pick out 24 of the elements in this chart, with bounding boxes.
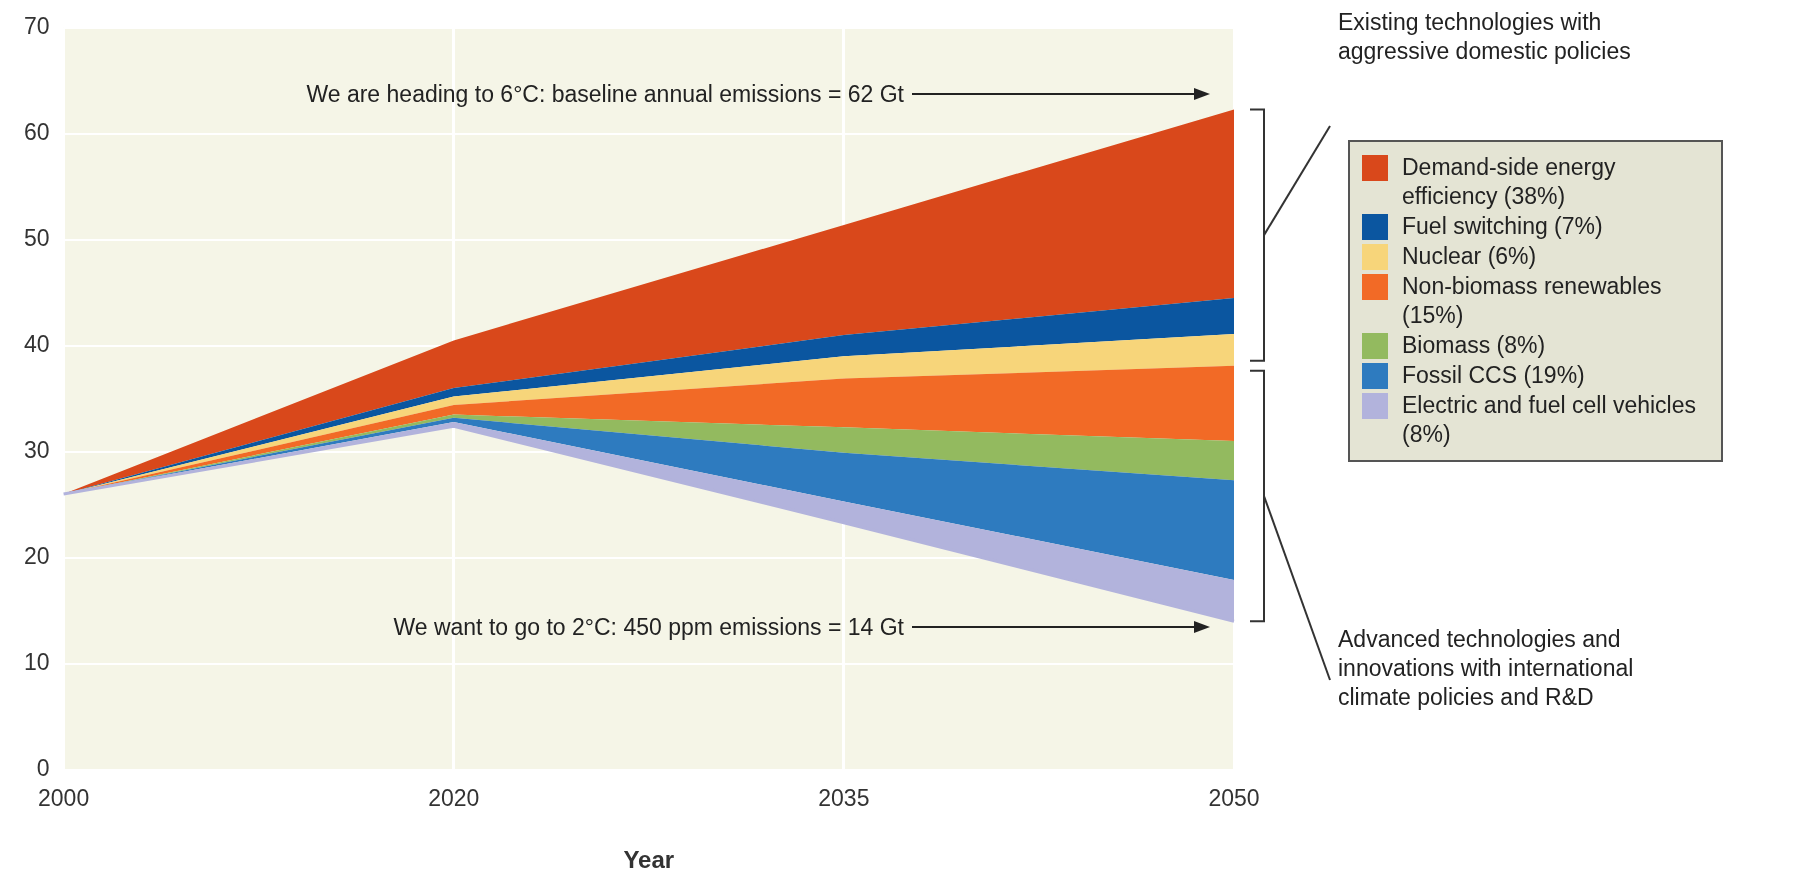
y-tick-label: 60: [23, 119, 50, 146]
x-tick-label: 2035: [818, 784, 870, 811]
x-tick-label: 2050: [1208, 784, 1260, 811]
x-tick-label: 2020: [428, 784, 480, 811]
legend-label: Electric and fuel cell vehicles (8%): [1402, 391, 1698, 449]
legend-label: Fuel switching (7%): [1402, 212, 1603, 241]
annotation: We want to go to 2°C: 450 ppm emissions = 14 Gt: [393, 612, 904, 642]
x-tick-label: 2000: [38, 784, 90, 811]
legend-label: Non-biomass renewables (15%): [1402, 272, 1663, 330]
legend-label: Biomass (8%): [1402, 331, 1546, 360]
text: Advanced technologies and innovations with international climate policies and R&D: [1338, 625, 1635, 712]
y-tick-label: 50: [23, 225, 50, 252]
legend-label: Demand-side energy efficiency (38%): [1402, 153, 1617, 211]
y-tick-label: 30: [23, 437, 50, 464]
legend-label: Fossil CCS (19%): [1402, 361, 1585, 390]
x-axis-title: Year: [623, 846, 675, 874]
y-tick-label: 70: [23, 13, 50, 40]
y-tick-label: 20: [23, 543, 50, 569]
annotation: We are heading to 6°C: baseline annual emissions = 62 Gt: [306, 79, 904, 109]
y-tick-label: 10: [23, 648, 50, 675]
text: Existing technologies with aggressive domestic policies: [1338, 8, 1632, 66]
y-tick-label: 40: [23, 331, 50, 358]
legend-label: Nuclear (6%): [1402, 242, 1537, 271]
y-tick-label: 0: [36, 754, 50, 781]
